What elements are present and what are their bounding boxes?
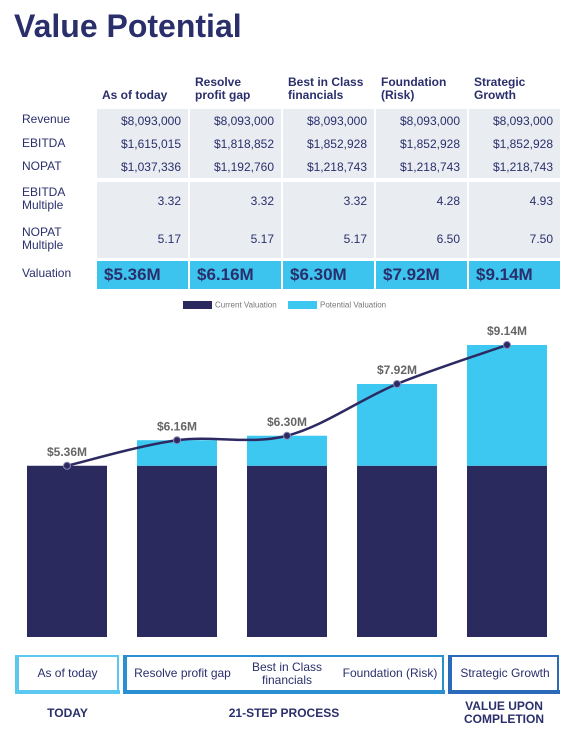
table-cell: $1,818,852 xyxy=(188,132,281,155)
table-cell: 4.93 xyxy=(467,178,560,220)
category-label: Resolve profit gap xyxy=(134,666,231,680)
bar-segment xyxy=(467,465,547,637)
table-cell: $8,093,000 xyxy=(188,106,281,132)
data-label: $7.92M xyxy=(377,363,417,377)
column-header: Resolve profit gap xyxy=(188,68,281,106)
data-label: $6.16M xyxy=(157,419,197,433)
row-label: EBITDA xyxy=(15,132,95,155)
table-cell: $9.14M xyxy=(467,258,560,289)
stage-box-base xyxy=(15,690,120,694)
table-cell: $1,615,015 xyxy=(95,132,188,155)
bar-segment xyxy=(27,465,107,637)
table-cell: $8,093,000 xyxy=(95,106,188,132)
table-cell: $6.30M xyxy=(281,258,374,289)
legend-label: Current Valuation xyxy=(215,301,277,310)
legend-swatch xyxy=(288,301,317,309)
table-cell: $6.16M xyxy=(188,258,281,289)
table-row: EBITDA $1,615,015 $1,818,852 $1,852,928 $1,8… xyxy=(15,132,560,155)
row-label: EBITDA Multiple xyxy=(15,178,95,220)
valuation-table: As of today Resolve profit gap Best in Cla… xyxy=(15,68,560,289)
table-row: Valuation $5.36M $6.16M $6.30M $7.92M $9.14M xyxy=(15,258,560,289)
stage-box-edge xyxy=(15,655,19,694)
stage-box xyxy=(449,655,559,693)
table-cell: 5.17 xyxy=(95,220,188,258)
table-cell: 5.17 xyxy=(281,220,374,258)
table-cell: 5.17 xyxy=(188,220,281,258)
bar-segment xyxy=(357,465,437,637)
table-cell: $1,852,928 xyxy=(281,132,374,155)
legend-label: Potential Valuation xyxy=(320,301,386,310)
table-cell: 3.32 xyxy=(95,178,188,220)
line-marker xyxy=(63,461,71,470)
bar-segment xyxy=(467,345,547,466)
stage-box-edge xyxy=(448,655,452,694)
category-label: Foundation (Risk) xyxy=(342,666,438,680)
line-marker xyxy=(283,431,291,440)
table-cell: 7.50 xyxy=(467,220,560,258)
table-cell: $1,218,743 xyxy=(467,155,560,178)
table-cell: $1,852,928 xyxy=(467,132,560,155)
table-cell: $7.92M xyxy=(374,258,467,289)
table-cell: $1,218,743 xyxy=(374,155,467,178)
legend-swatch xyxy=(183,301,212,309)
table-row: Revenue $8,093,000 $8,093,000 $8,093,000 $8,… xyxy=(15,106,560,132)
column-header: Foundation (Risk) xyxy=(374,68,467,106)
row-label: NOPAT Multiple xyxy=(15,220,95,258)
table-cell: 3.32 xyxy=(188,178,281,220)
category-label: Strategic Growth xyxy=(460,666,550,680)
line-marker xyxy=(393,379,401,388)
table-cell: $1,037,336 xyxy=(95,155,188,178)
row-label: NOPAT xyxy=(15,155,95,178)
header-corner xyxy=(15,68,95,106)
stage-label: TODAY xyxy=(47,706,88,720)
table-cell: 4.28 xyxy=(374,178,467,220)
line-marker xyxy=(503,341,511,349)
row-label: Valuation xyxy=(15,258,95,289)
page-title: Value Potential xyxy=(14,8,242,44)
column-header: As of today xyxy=(95,68,188,106)
table-cell: $5.36M xyxy=(95,258,188,289)
table-cell: 3.32 xyxy=(281,178,374,220)
table-cell: $8,093,000 xyxy=(374,106,467,132)
bar-segment xyxy=(137,465,217,637)
stage-box-edge xyxy=(123,655,127,694)
bar-segment xyxy=(247,465,327,637)
stage-label: 21-STEP PROCESS xyxy=(228,706,340,720)
data-label: $5.36M xyxy=(47,445,87,459)
table-row: NOPAT $1,037,336 $1,192,760 $1,218,743 $1,21… xyxy=(15,155,560,178)
stage-label: VALUE UPON COMPLETION xyxy=(464,699,544,726)
category-label: As of today xyxy=(37,666,98,680)
table-cell: $8,093,000 xyxy=(467,106,560,132)
row-label: Revenue xyxy=(15,106,95,132)
table-row: EBITDA Multiple 3.32 3.32 3.32 4.28 4.93 xyxy=(15,178,560,220)
table-cell: $1,192,760 xyxy=(188,155,281,178)
stage-box-base xyxy=(448,690,560,694)
line-marker xyxy=(173,436,181,445)
column-header: Best in Class financials xyxy=(281,68,374,106)
table-cell: $1,852,928 xyxy=(374,132,467,155)
table-row: NOPAT Multiple 5.17 5.17 5.17 6.50 7.50 xyxy=(15,220,560,258)
data-label: $6.30M xyxy=(267,415,307,429)
category-label: Best in Class financials xyxy=(251,659,323,687)
stage-box-base xyxy=(123,690,445,694)
data-label: $9.14M xyxy=(487,324,527,338)
table-cell: 6.50 xyxy=(374,220,467,258)
table-cell: $8,093,000 xyxy=(281,106,374,132)
table-cell: $1,218,743 xyxy=(281,155,374,178)
column-header: Strategic Growth xyxy=(467,68,560,106)
